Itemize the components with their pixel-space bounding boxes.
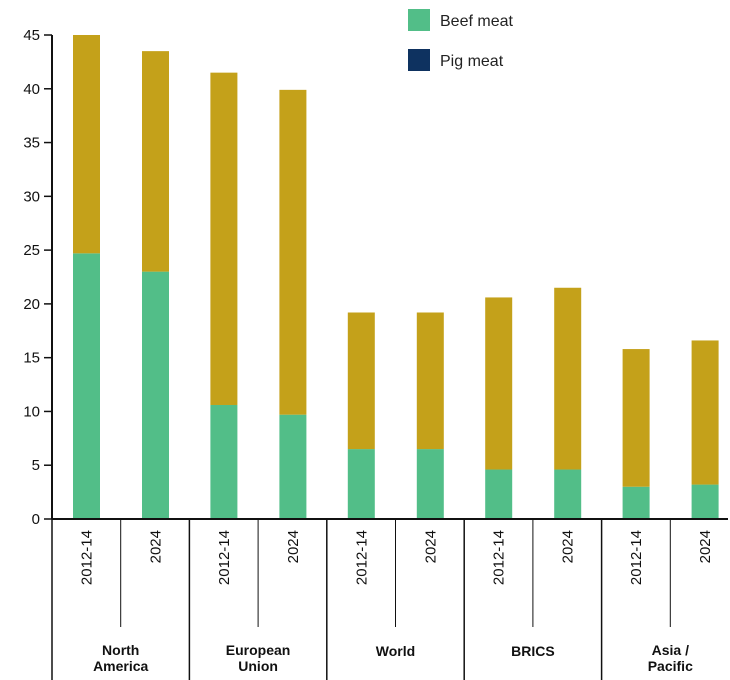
x-category-label: 2012-14 <box>353 530 370 585</box>
bar-segment-series-2 <box>485 297 513 470</box>
y-tick-label: 40 <box>23 81 40 98</box>
legend-swatch <box>408 49 430 71</box>
bar-segment-beef-meat <box>73 253 100 520</box>
x-group-label: European <box>226 642 291 658</box>
x-category-label: 2024 <box>697 530 714 563</box>
bar-segment-series-2 <box>347 312 375 450</box>
legend-swatch <box>408 9 430 31</box>
bar-segment-series-2 <box>142 51 169 272</box>
bar-segment-beef-meat <box>485 469 513 519</box>
x-category-label: 2024 <box>285 530 302 563</box>
y-tick-label: 35 <box>23 135 40 152</box>
x-category-label: 2024 <box>422 530 439 563</box>
y-axis: 0 5 10 15 20 25 30 35 40 45 <box>23 27 53 528</box>
y-tick-label: 5 <box>32 457 40 474</box>
bar-segment-beef-meat <box>210 404 238 519</box>
bar-segment-series-2 <box>554 287 582 470</box>
bar-segment-beef-meat <box>416 449 444 519</box>
x-category-label: 2024 <box>560 530 577 563</box>
x-category-label: 2012-14 <box>628 530 645 585</box>
bar-segment-series-2 <box>622 349 650 487</box>
x-group-label: North <box>102 642 139 658</box>
legend-label: Beef meat <box>440 13 513 30</box>
bars <box>73 35 719 520</box>
bar-segment-beef-meat <box>691 484 719 519</box>
x-group-label: Union <box>238 658 278 674</box>
x-group-label: America <box>93 658 148 674</box>
y-tick-label: 30 <box>23 188 40 205</box>
x-group-label: BRICS <box>511 643 555 659</box>
bar-segment-beef-meat <box>622 486 650 519</box>
bar-segment-beef-meat <box>554 469 582 519</box>
bar-segment-series-2 <box>691 340 719 485</box>
legend: Beef meat Pig meat <box>408 9 513 71</box>
y-tick-label: 20 <box>23 296 40 313</box>
x-category-label: 2012-14 <box>79 530 96 585</box>
bar-segment-series-2 <box>279 89 307 415</box>
x-category-label: 2012-14 <box>216 530 233 585</box>
x-group-label: World <box>376 643 415 659</box>
y-tick-label: 15 <box>23 350 40 367</box>
bar-segment-series-2 <box>73 35 100 254</box>
bar-segment-beef-meat <box>142 271 169 519</box>
bar-segment-beef-meat <box>347 449 375 519</box>
y-tick-label: 25 <box>23 242 40 259</box>
x-group-label: Asia / <box>652 642 689 658</box>
y-tick-label: 0 <box>32 511 40 528</box>
y-tick-label: 45 <box>23 27 40 44</box>
bar-segment-series-2 <box>416 312 444 450</box>
bar-segment-series-2 <box>210 72 238 405</box>
x-category-label: 2012-14 <box>491 530 508 585</box>
y-tick-label: 10 <box>23 403 40 420</box>
bar-segment-beef-meat <box>279 414 307 519</box>
x-category-label: 2024 <box>148 530 165 563</box>
legend-label: Pig meat <box>440 53 504 70</box>
x-group-label: Pacific <box>648 658 693 674</box>
